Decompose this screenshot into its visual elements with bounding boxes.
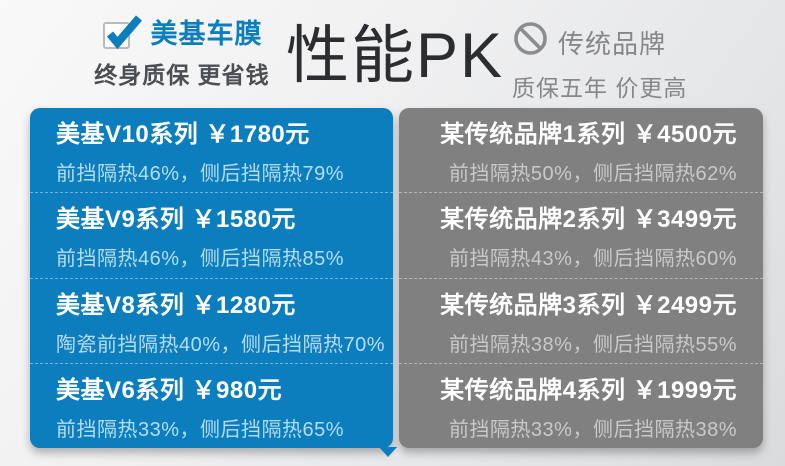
product-title: 某传统品牌3系列 ￥2499元 [440, 291, 737, 319]
product-row: 美基V9系列 ￥1580元 前挡隔热46%，侧后挡隔热85% [30, 192, 393, 277]
product-title: 美基V8系列 ￥1280元 [56, 291, 296, 319]
product-row: 美基V10系列 ￥1780元 前挡隔热46%，侧后挡隔热79% [30, 108, 393, 192]
traditional-panel: 某传统品牌1系列 ￥4500元 前挡隔热50%，侧后挡隔热62% 某传统品牌2系… [399, 108, 763, 448]
product-title: 美基V9系列 ￥1580元 [56, 206, 296, 234]
meiji-panel: 美基V10系列 ￥1780元 前挡隔热46%，侧后挡隔热79% 美基V9系列 ￥… [30, 108, 397, 457]
panel-tail-pointer [379, 447, 397, 457]
product-detail: 陶瓷前挡隔热40%，侧后挡隔热70% [56, 333, 386, 356]
prohibition-icon [512, 20, 549, 64]
product-row: 某传统品牌1系列 ￥4500元 前挡隔热50%，侧后挡隔热62% [399, 108, 763, 192]
product-title: 某传统品牌1系列 ￥4500元 [440, 121, 737, 149]
pk-title: 性能PK [285, 20, 505, 91]
product-row: 美基V6系列 ￥980元 前挡隔热33%，侧后挡隔热65% [30, 362, 393, 448]
product-title: 美基V10系列 ￥1780元 [56, 121, 310, 149]
product-row: 美基V8系列 ￥1280元 陶瓷前挡隔热40%，侧后挡隔热70% [30, 277, 393, 363]
brand-left-tagline: 终身质保 更省钱 [94, 62, 270, 88]
product-detail: 前挡隔热50%，侧后挡隔热62% [448, 163, 737, 186]
product-title: 某传统品牌4系列 ￥1999元 [440, 376, 737, 404]
product-row: 某传统品牌4系列 ￥1999元 前挡隔热33%，侧后挡隔热38% [399, 362, 763, 448]
product-row: 某传统品牌3系列 ￥2499元 前挡隔热38%，侧后挡隔热55% [399, 277, 763, 363]
product-title: 美基V6系列 ￥980元 [56, 376, 283, 404]
product-title: 某传统品牌2系列 ￥3499元 [440, 206, 737, 234]
product-detail: 前挡隔热46%，侧后挡隔热79% [56, 163, 345, 186]
brand-right-tagline: 质保五年 价更高 [512, 75, 688, 101]
product-row: 某传统品牌2系列 ￥3499元 前挡隔热43%，侧后挡隔热60% [399, 192, 763, 277]
product-detail: 前挡隔热46%，侧后挡隔热85% [56, 248, 345, 271]
header-brand-left: 美基车膜 终身质保 更省钱 [62, 12, 302, 90]
product-detail: 前挡隔热43%，侧后挡隔热60% [448, 248, 737, 271]
product-detail: 前挡隔热33%，侧后挡隔热65% [56, 418, 345, 441]
product-detail: 前挡隔热38%，侧后挡隔热55% [448, 333, 737, 356]
product-detail: 前挡隔热33%，侧后挡隔热38% [448, 418, 737, 441]
checkbox-check-icon [102, 14, 142, 50]
brand-row-right: 传统品牌 [512, 20, 732, 64]
brand-row: 美基车膜 [62, 12, 302, 51]
brand-name-right: 传统品牌 [558, 28, 667, 59]
brand-name-left: 美基车膜 [150, 19, 263, 49]
header-brand-right: 传统品牌 质保五年 价更高 [512, 20, 732, 103]
